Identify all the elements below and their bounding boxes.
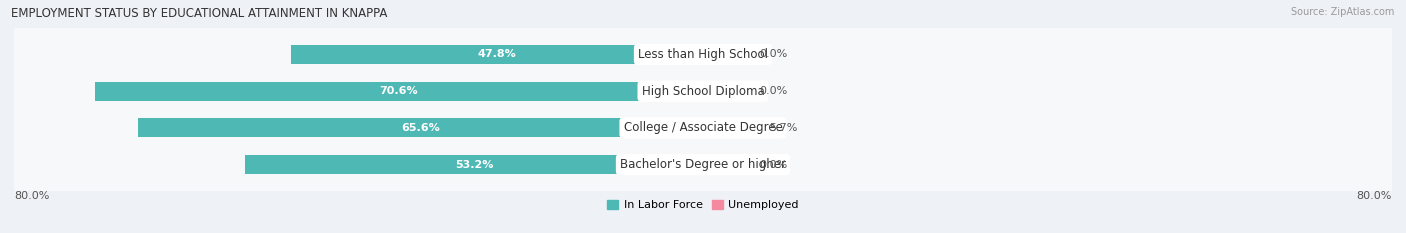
Text: 0.0%: 0.0% — [759, 86, 787, 96]
Text: 80.0%: 80.0% — [1357, 191, 1392, 201]
Text: High School Diploma: High School Diploma — [641, 85, 765, 98]
FancyBboxPatch shape — [10, 115, 1396, 214]
FancyBboxPatch shape — [10, 79, 1396, 177]
Text: Bachelor's Degree or higher: Bachelor's Degree or higher — [620, 158, 786, 171]
FancyBboxPatch shape — [10, 79, 1396, 176]
Text: 80.0%: 80.0% — [14, 191, 49, 201]
Text: 5.7%: 5.7% — [769, 123, 797, 133]
Text: 0.0%: 0.0% — [759, 49, 787, 59]
Bar — [138, 118, 703, 137]
Text: EMPLOYMENT STATUS BY EDUCATIONAL ATTAINMENT IN KNAPPA: EMPLOYMENT STATUS BY EDUCATIONAL ATTAINM… — [11, 7, 388, 20]
Text: College / Associate Degree: College / Associate Degree — [624, 121, 782, 134]
Bar — [703, 45, 742, 64]
Bar — [703, 118, 752, 137]
Bar — [245, 155, 703, 174]
Text: 70.6%: 70.6% — [380, 86, 419, 96]
FancyBboxPatch shape — [10, 42, 1396, 140]
FancyBboxPatch shape — [10, 116, 1396, 213]
Bar — [291, 45, 703, 64]
Text: 53.2%: 53.2% — [454, 160, 494, 170]
Bar — [96, 82, 703, 101]
Legend: In Labor Force, Unemployed: In Labor Force, Unemployed — [603, 195, 803, 215]
Text: 0.0%: 0.0% — [759, 160, 787, 170]
FancyBboxPatch shape — [10, 43, 1396, 140]
Bar — [703, 82, 742, 101]
Bar — [703, 155, 742, 174]
Text: 47.8%: 47.8% — [478, 49, 516, 59]
Text: 65.6%: 65.6% — [401, 123, 440, 133]
Text: Source: ZipAtlas.com: Source: ZipAtlas.com — [1291, 7, 1395, 17]
Text: Less than High School: Less than High School — [638, 48, 768, 61]
FancyBboxPatch shape — [10, 6, 1396, 103]
FancyBboxPatch shape — [10, 5, 1396, 104]
